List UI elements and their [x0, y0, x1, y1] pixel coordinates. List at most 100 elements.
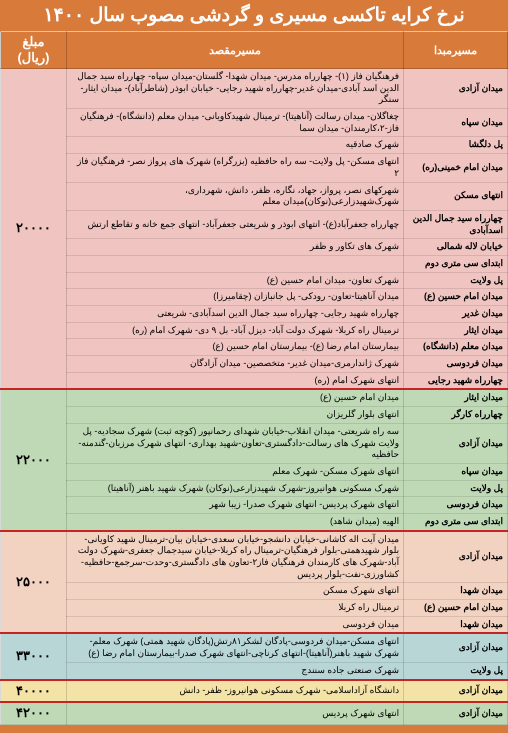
origin-cell: میدان ایثار [404, 322, 508, 339]
col-dest-header: مسیرمقصد [66, 32, 403, 69]
dest-cell: شهرک مسکونی هوانیروز-شهرک شهیدزارعی(نوکا… [66, 480, 403, 497]
table-row: میدان امام حسین (ع)میدان آناهیتا-تعاون- … [1, 289, 508, 306]
dest-cell: میدان فردوسی [66, 616, 403, 633]
origin-cell: پل دلگشا [404, 137, 508, 154]
table-row: ابتدای سی متری دومالهیه (میدان شاهد) [1, 513, 508, 530]
dest-cell: انتهای شهرک مسکن [66, 583, 403, 600]
origin-cell: پل ولایت [404, 662, 508, 679]
table-row: پل دلگشاشهرک صادقیه [1, 137, 508, 154]
table-row: پل ولایتشهرک مسکونی هوانیروز-شهرک شهیدزا… [1, 480, 508, 497]
dest-cell: ترمینال راه کربلا [66, 600, 403, 617]
origin-cell: میدان سپاه [404, 463, 508, 480]
dest-cell: انتهای بلوار گلریزان [66, 407, 403, 424]
origin-cell: انتهای مسکن [404, 182, 508, 210]
table-row: میدان آزادیانتهای مسکن-میدان فردوسی-پادگ… [1, 633, 508, 662]
table-row: میدان سپاهانتهای شهرک مسکن- شهرک معلم [1, 463, 508, 480]
table-row: میدان شهداانتهای شهرک مسکن [1, 583, 508, 600]
origin-cell: میدان امام خمینی(ره) [404, 154, 508, 182]
origin-cell: میدان ایثار [404, 389, 508, 406]
dest-cell: شهرکهای نصر، پرواز، جهاد، نگاره، ظفر، دا… [66, 182, 403, 210]
price-cell: ۳۳۰۰۰ [1, 633, 67, 679]
table-row: چهارراه شهید رجاییانتهای شهرک امام (ره) [1, 372, 508, 389]
origin-cell: چهارراه کارگر [404, 407, 508, 424]
table-row: میدان آزادیدانشگاه آزاداسلامی- شهرک مسکو… [1, 680, 508, 703]
dest-cell: شهرک صادقیه [66, 137, 403, 154]
price-cell: ۴۲۰۰۰ [1, 702, 67, 724]
table-row: میدان معلم (دانشگاه)بیمارستان امام رضا (… [1, 339, 508, 356]
origin-cell: ابتدای سی متری دوم [404, 513, 508, 530]
table-row: خیابان لاله شمالیشهرک های تکاور و ظفر [1, 239, 508, 256]
origin-cell: میدان فردوسی [404, 356, 508, 373]
footer-band [0, 725, 508, 733]
origin-cell: میدان شهدا [404, 616, 508, 633]
title-band: نرخ کرایه تاکسی مسیری و گردشی مصوب سال ۱… [0, 0, 508, 31]
origin-cell: میدان معلم (دانشگاه) [404, 339, 508, 356]
origin-cell: میدان شهدا [404, 583, 508, 600]
origin-cell: میدان امام حسین (ع) [404, 289, 508, 306]
price-cell: ۲۵۰۰۰ [1, 531, 67, 634]
origin-cell: میدان غدیر [404, 306, 508, 323]
dest-cell: انتهای شهرک امام (ره) [66, 372, 403, 389]
dest-cell: میدان آیت اله کاشانی-خیابان دانشجو-خیابا… [66, 531, 403, 583]
origin-cell: میدان فردوسی [404, 497, 508, 514]
table-row: میدان غدیرچهارراه شهید رجایی- چهارراه سی… [1, 306, 508, 323]
dest-cell [66, 255, 403, 272]
dest-cell: شهرک تعاون- میدان امام حسین (ع) [66, 272, 403, 289]
page-title: نرخ کرایه تاکسی مسیری و گردشی مصوب سال ۱… [8, 4, 500, 27]
dest-cell: انتهای شهرک پردیس- انتهای شهرک صدرا- زیب… [66, 497, 403, 514]
fare-table: مسیرمبدا مسیرمقصد مبلغ (ریال) میدان آزاد… [0, 31, 508, 725]
table-row: انتهای مسکنشهرکهای نصر، پرواز، جهاد، نگا… [1, 182, 508, 210]
dest-cell: چغاگلان- میدان رسالت (آناهیتا)- ترمینال … [66, 109, 403, 137]
table-row: میدان شهدامیدان فردوسی [1, 616, 508, 633]
dest-cell: انتهای مسکن- پل ولایت- سه راه حافظیه (بز… [66, 154, 403, 182]
table-row: میدان امام حسین (ع)ترمینال راه کربلا [1, 600, 508, 617]
table-row: میدان سپاهچغاگلان- میدان رسالت (آناهیتا)… [1, 109, 508, 137]
origin-cell: میدان آزادی [404, 680, 508, 703]
price-cell: ۴۰۰۰۰ [1, 680, 67, 703]
price-cell: ۲۰۰۰۰ [1, 69, 67, 390]
origin-cell: میدان آزادی [404, 633, 508, 662]
table-row: ابتدای سی متری دوم [1, 255, 508, 272]
origin-cell: پل ولایت [404, 272, 508, 289]
header-row: مسیرمبدا مسیرمقصد مبلغ (ریال) [1, 32, 508, 69]
table-row: میدان امام خمینی(ره)انتهای مسکن- پل ولای… [1, 154, 508, 182]
table-row: پل ولایتشهرک صنعتی جاده سنندج [1, 662, 508, 679]
dest-cell: انتهای شهرک پردیس [66, 702, 403, 724]
table-row: میدان آزادیانتهای شهرک پردیس۴۲۰۰۰ [1, 702, 508, 724]
dest-cell: میدان آناهیتا-تعاون- رودکی- پل جانبازان … [66, 289, 403, 306]
col-price-header: مبلغ (ریال) [1, 32, 67, 69]
origin-cell: میدان آزادی [404, 531, 508, 583]
origin-cell: ابتدای سی متری دوم [404, 255, 508, 272]
table-row: چهارراه سید جمال الدین اسدآبادیچهارراه ج… [1, 210, 508, 238]
dest-cell: بیمارستان امام رضا (ع)- بیمارستان امام ح… [66, 339, 403, 356]
origin-cell: چهارراه شهید رجایی [404, 372, 508, 389]
table-row: میدان آزادیمیدان آیت اله کاشانی-خیابان د… [1, 531, 508, 583]
dest-cell: چهارراه شهید رجایی- چهارراه سید جمال الد… [66, 306, 403, 323]
table-row: پل ولایتشهرک تعاون- میدان امام حسین (ع) [1, 272, 508, 289]
dest-cell: میدان امام حسین (ع) [66, 389, 403, 406]
origin-cell: میدان آزادی [404, 423, 508, 463]
col-origin-header: مسیرمبدا [404, 32, 508, 69]
dest-cell: شهرک ژاندارمری-میدان غدیر- متخصصین- میدا… [66, 356, 403, 373]
origin-cell: میدان سپاه [404, 109, 508, 137]
origin-cell: پل ولایت [404, 480, 508, 497]
table-row: میدان آزادیسه راه شریعتی- میدان انقلاب-خ… [1, 423, 508, 463]
dest-cell: چهارراه جعفرآباد(ع)- انتهای ابوذر و شریع… [66, 210, 403, 238]
origin-cell: خیابان لاله شمالی [404, 239, 508, 256]
origin-cell: چهارراه سید جمال الدین اسدآبادی [404, 210, 508, 238]
table-row: میدان آزادیفرهنگیان فاز (۱)- چهارراه مدر… [1, 69, 508, 109]
dest-cell: الهیه (میدان شاهد) [66, 513, 403, 530]
dest-cell: شهرک صنعتی جاده سنندج [66, 662, 403, 679]
dest-cell: شهرک های تکاور و ظفر [66, 239, 403, 256]
dest-cell: انتهای شهرک مسکن- شهرک معلم [66, 463, 403, 480]
dest-cell: دانشگاه آزاداسلامی- شهرک مسکونی هوانیروز… [66, 680, 403, 703]
table-row: چهارراه کارگرانتهای بلوار گلریزان [1, 407, 508, 424]
origin-cell: میدان آزادی [404, 69, 508, 109]
dest-cell: فرهنگیان فاز (۱)- چهارراه مدرس- میدان شه… [66, 69, 403, 109]
dest-cell: ترمینال راه کربلا- شهرک دولت آباد- دیزل … [66, 322, 403, 339]
price-cell: ۲۲۰۰۰ [1, 389, 67, 530]
dest-cell: سه راه شریعتی- میدان انقلاب-خیابان شهدای… [66, 423, 403, 463]
origin-cell: میدان آزادی [404, 702, 508, 724]
table-row: میدان ایثارترمینال راه کربلا- شهرک دولت … [1, 322, 508, 339]
dest-cell: انتهای مسکن-میدان فردوسی-پادگان لشکر۸۱رت… [66, 633, 403, 662]
